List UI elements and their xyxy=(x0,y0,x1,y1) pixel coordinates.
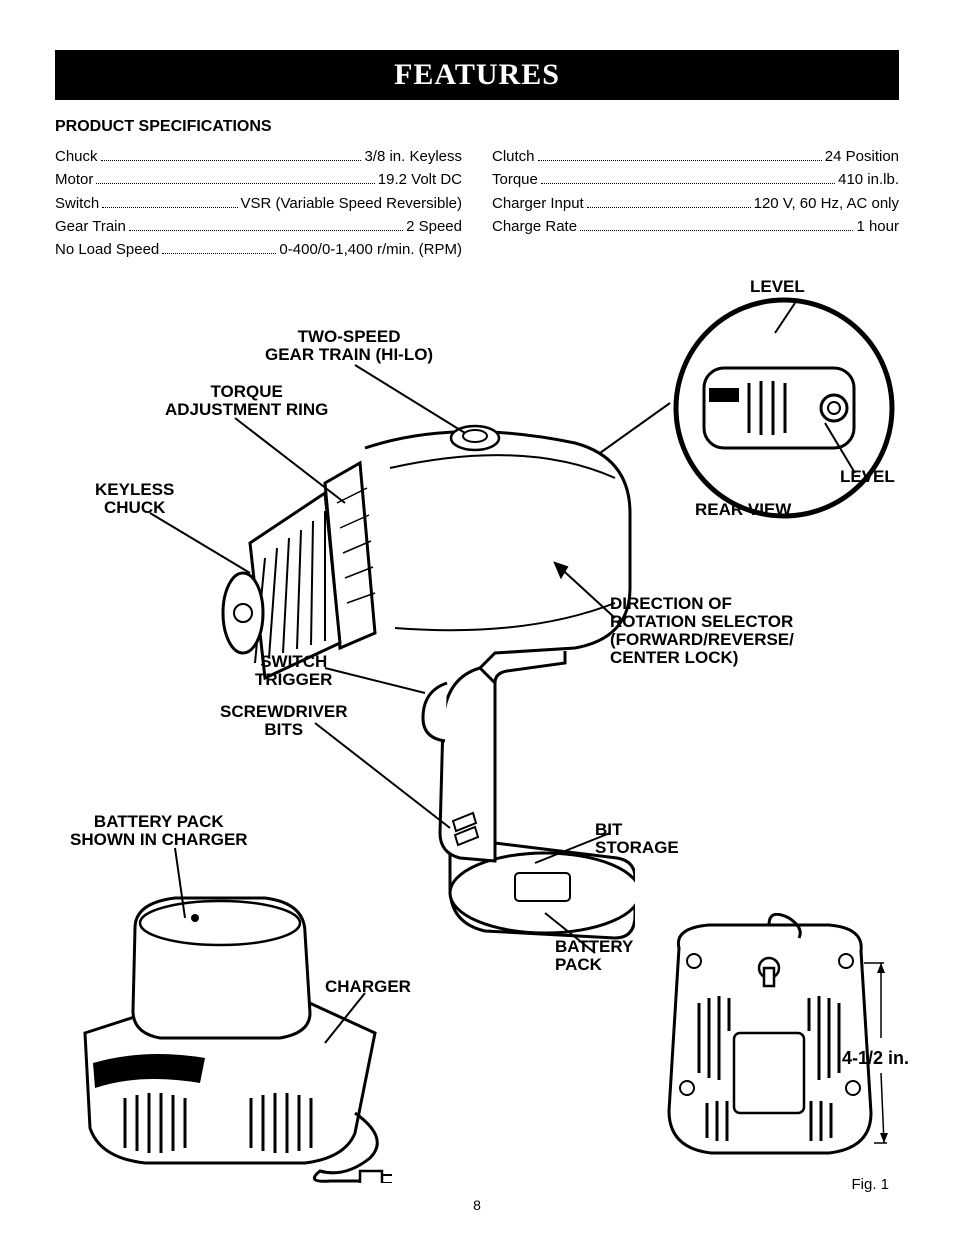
spec-label: Clutch xyxy=(492,147,535,167)
callout-two-speed: TWO-SPEED GEAR TRAIN (HI-LO) xyxy=(265,328,433,364)
spec-dots xyxy=(541,183,835,184)
spec-dots xyxy=(538,160,822,161)
spec-row: Switch VSR (Variable Speed Reversible) xyxy=(55,194,462,214)
callout-level-side: LEVEL xyxy=(840,468,895,486)
spec-value: 410 in.lb. xyxy=(838,170,899,190)
callout-battery-in-charger: BATTERY PACK SHOWN IN CHARGER xyxy=(70,813,248,849)
spec-dots xyxy=(580,230,853,231)
callout-switch-trigger: SWITCH TRIGGER xyxy=(255,653,332,689)
spec-row: No Load Speed 0-400/0-1,400 r/min. (RPM) xyxy=(55,240,462,260)
diagram-area: LEVEL TWO-SPEED GEAR TRAIN (HI-LO) TORQU… xyxy=(55,273,899,1193)
section-title: PRODUCT SPECIFICATIONS xyxy=(55,118,899,136)
callout-bit-storage: BIT STORAGE xyxy=(595,821,679,857)
callout-charger: CHARGER xyxy=(325,978,411,996)
spec-label: Switch xyxy=(55,194,99,214)
manual-page: FEATURES PRODUCT SPECIFICATIONS Chuck 3/8… xyxy=(0,0,954,1243)
spec-table: Chuck 3/8 in. Keyless Motor 19.2 Volt DC S… xyxy=(55,144,899,263)
spec-value: 0-400/0-1,400 r/min. (RPM) xyxy=(279,240,462,260)
spec-column-right: Clutch 24 Position Torque 410 in.lb. Charg… xyxy=(492,144,899,263)
spec-value: 1 hour xyxy=(856,217,899,237)
callout-screwdriver-bits: SCREWDRIVER BITS xyxy=(220,703,348,739)
spec-label: Motor xyxy=(55,170,93,190)
spec-label: Charger Input xyxy=(492,194,584,214)
page-number: 8 xyxy=(55,1197,899,1213)
spec-row: Chuck 3/8 in. Keyless xyxy=(55,147,462,167)
spec-row: Charger Input 120 V, 60 Hz, AC only xyxy=(492,194,899,214)
spec-row: Gear Train 2 Speed xyxy=(55,217,462,237)
spec-value: 2 Speed xyxy=(406,217,462,237)
callout-battery-pack: BATTERY PACK xyxy=(555,938,633,974)
callout-torque-ring: TORQUE ADJUSTMENT RING xyxy=(165,383,328,419)
spec-dots xyxy=(162,253,276,254)
features-banner: FEATURES xyxy=(55,50,899,100)
spec-dots xyxy=(101,160,362,161)
spec-dots xyxy=(96,183,374,184)
callout-level-top: LEVEL xyxy=(750,278,805,296)
spec-row: Motor 19.2 Volt DC xyxy=(55,170,462,190)
spec-value: 3/8 in. Keyless xyxy=(364,147,462,167)
spec-row: Clutch 24 Position xyxy=(492,147,899,167)
figure-label: Fig. 1 xyxy=(851,1176,889,1193)
spec-value: 120 V, 60 Hz, AC only xyxy=(754,194,899,214)
spec-label: Charge Rate xyxy=(492,217,577,237)
spec-label: No Load Speed xyxy=(55,240,159,260)
spec-dots xyxy=(102,207,237,208)
spec-value: 24 Position xyxy=(825,147,899,167)
dimension-label: 4-1/2 in. xyxy=(842,1048,909,1069)
spec-column-left: Chuck 3/8 in. Keyless Motor 19.2 Volt DC S… xyxy=(55,144,462,263)
spec-value: 19.2 Volt DC xyxy=(378,170,462,190)
spec-label: Chuck xyxy=(55,147,98,167)
callout-direction: DIRECTION OF ROTATION SELECTOR (FORWARD/… xyxy=(610,595,794,666)
spec-row: Charge Rate 1 hour xyxy=(492,217,899,237)
callout-rear-view: REAR VIEW xyxy=(695,501,791,519)
spec-dots xyxy=(587,207,751,208)
spec-label: Torque xyxy=(492,170,538,190)
spec-dots xyxy=(129,230,403,231)
spec-label: Gear Train xyxy=(55,217,126,237)
spec-row: Torque 410 in.lb. xyxy=(492,170,899,190)
callout-keyless-chuck: KEYLESS CHUCK xyxy=(95,481,174,517)
spec-value: VSR (Variable Speed Reversible) xyxy=(241,194,463,214)
